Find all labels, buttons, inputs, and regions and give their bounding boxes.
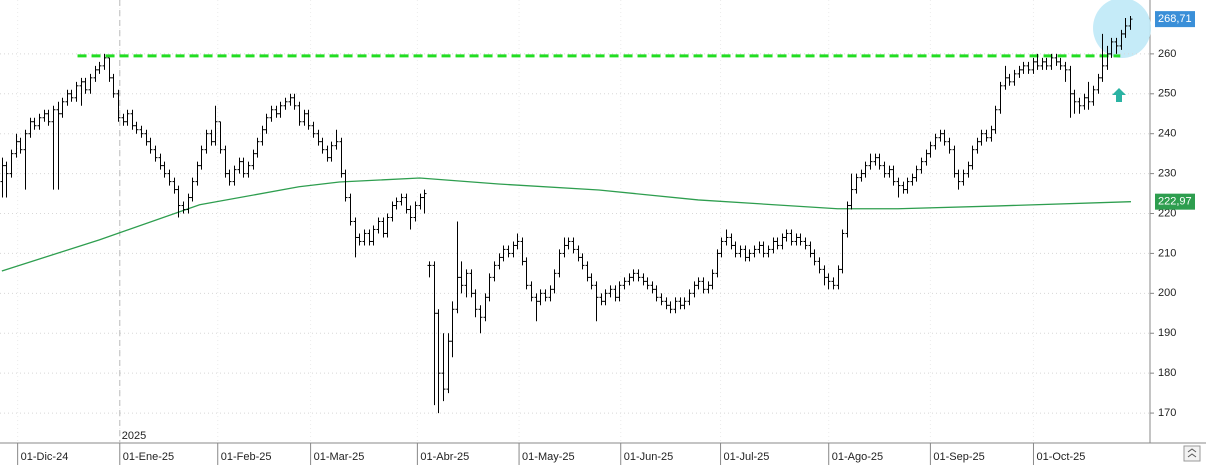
year-label: 2025 — [122, 430, 146, 442]
x-tick-label: 01-Dic-24 — [21, 451, 69, 463]
y-tick-label: 230 — [1158, 168, 1176, 180]
x-tick-label: 01-Ago-25 — [832, 451, 883, 463]
y-tick-label: 260 — [1158, 48, 1176, 60]
price-label-box — [1155, 11, 1195, 28]
x-tick-label: 01-Mar-25 — [314, 451, 365, 463]
x-tick-label: 01-Jun-25 — [624, 451, 674, 463]
scroll-icon — [1187, 448, 1197, 458]
y-tick-label: 170 — [1158, 407, 1176, 419]
x-tick-label: 01-May-25 — [522, 451, 575, 463]
y-tick-label: 180 — [1158, 367, 1176, 379]
price-label-box — [1155, 193, 1195, 210]
x-tick-label: 01-Sep-25 — [933, 451, 984, 463]
y-tick-label: 210 — [1158, 247, 1176, 259]
up-arrow — [1112, 88, 1126, 102]
x-tick-label: 01-Jul-25 — [724, 451, 770, 463]
moving-average — [1, 177, 1131, 272]
price-label: 222,97 — [1158, 196, 1192, 208]
x-tick-label: 01-Feb-25 — [221, 451, 272, 463]
price-label: 268,71 — [1158, 13, 1192, 25]
y-tick-label: 250 — [1158, 88, 1176, 100]
x-tick-label: 01-Ene-25 — [123, 451, 174, 463]
x-tick-label: 01-Abr-25 — [420, 451, 469, 463]
y-tick-label: 220 — [1158, 207, 1176, 219]
x-tick-label: 01-Oct-25 — [1036, 451, 1085, 463]
y-tick-label: 240 — [1158, 128, 1176, 140]
y-tick-label: 190 — [1158, 327, 1176, 339]
y-tick-label: 200 — [1158, 287, 1176, 299]
highlight-circle — [1093, 0, 1151, 58]
